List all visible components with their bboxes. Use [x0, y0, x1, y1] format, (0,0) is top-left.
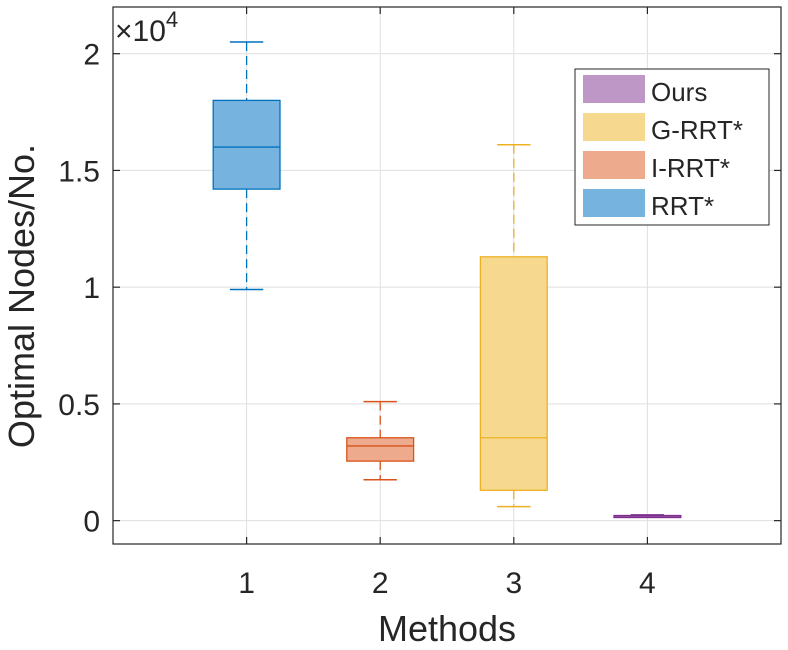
- x-tick-label-3: 3: [505, 567, 522, 600]
- legend-swatch-i-rrt: [583, 151, 645, 179]
- legend-label-ours: Ours: [651, 77, 707, 107]
- legend-swatch-g-rrt: [583, 113, 645, 141]
- legend-swatch-rrt: [583, 189, 645, 217]
- y-tick-label-3: 1: [83, 272, 100, 305]
- box-g-rrt: [479, 144, 548, 508]
- y-tick-label-2: 0.5: [58, 389, 100, 422]
- x-tick-label-1: 1: [238, 567, 255, 600]
- box-iqr-rrt: [212, 99, 281, 190]
- legend-label-i-rrt: I-RRT*: [651, 153, 730, 183]
- y-tick-label-5: 2: [83, 39, 100, 72]
- plot-frame: [112, 6, 782, 545]
- box-i-rrt: [346, 400, 415, 481]
- boxes: [212, 41, 682, 519]
- box-rrt: [212, 41, 281, 291]
- x-tick-label-4: 4: [639, 567, 656, 600]
- box-iqr-i-rrt: [346, 437, 415, 462]
- y-tick-label-1: 0: [83, 506, 100, 539]
- legend-swatch-ours: [583, 75, 645, 103]
- box-iqr-g-rrt: [479, 256, 548, 491]
- y-tick-label-4: 1.5: [58, 155, 100, 188]
- axis-ticks: 1 2 3 4 0 0.5 1 1.5 2: [58, 7, 781, 600]
- legend-label-g-rrt: G-RRT*: [651, 115, 743, 145]
- x-axis-label: Methods: [378, 608, 516, 645]
- legend-label-rrt: RRT*: [651, 191, 714, 221]
- y-axis-exponent-label: ×104: [115, 7, 178, 48]
- x-tick-label-2: 2: [372, 567, 389, 600]
- box-ours: [613, 514, 682, 519]
- legend: Ours G-RRT* I-RRT* RRT*: [574, 68, 770, 226]
- y-axis-label: Optimal Nodes/No.: [1, 144, 42, 448]
